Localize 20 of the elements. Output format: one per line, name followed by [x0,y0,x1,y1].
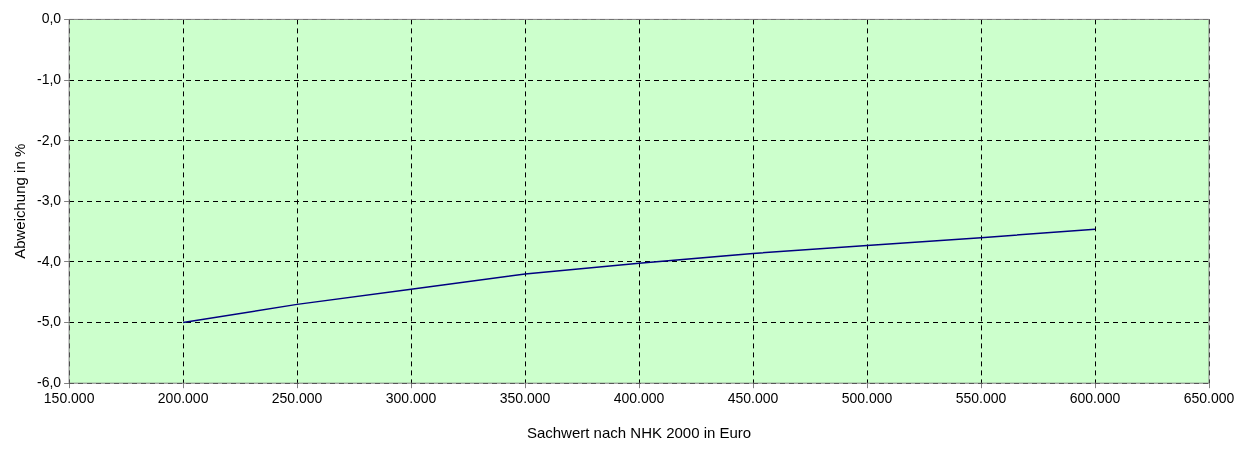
y-tick-label: -3,0 [37,192,62,209]
y-tick-label: -4,0 [37,252,62,269]
y-tick-label: -1,0 [37,70,62,87]
x-tick-label: 250.000 [271,390,323,407]
x-tick-label: 650.000 [1183,390,1235,407]
x-tick-label: 150.000 [43,390,95,407]
y-tick-label: -6,0 [37,374,62,391]
x-axis-title: Sachwert nach NHK 2000 in Euro [526,424,752,442]
x-tick-label: 400.000 [613,390,665,407]
x-tick-label: 200.000 [157,390,209,407]
x-tick-label: 300.000 [385,390,437,407]
x-tick-label: 500.000 [841,390,893,407]
x-tick-label: 600.000 [1069,390,1121,407]
y-axis-title: Abweichung in % [11,143,29,259]
y-tick-label: 0,0 [41,10,62,27]
x-tick-label: 350.000 [499,390,551,407]
y-tick-label: -2,0 [37,131,62,148]
x-tick-label: 450.000 [727,390,779,407]
x-tick-label: 550.000 [955,390,1007,407]
y-tick-label: -5,0 [37,313,62,330]
